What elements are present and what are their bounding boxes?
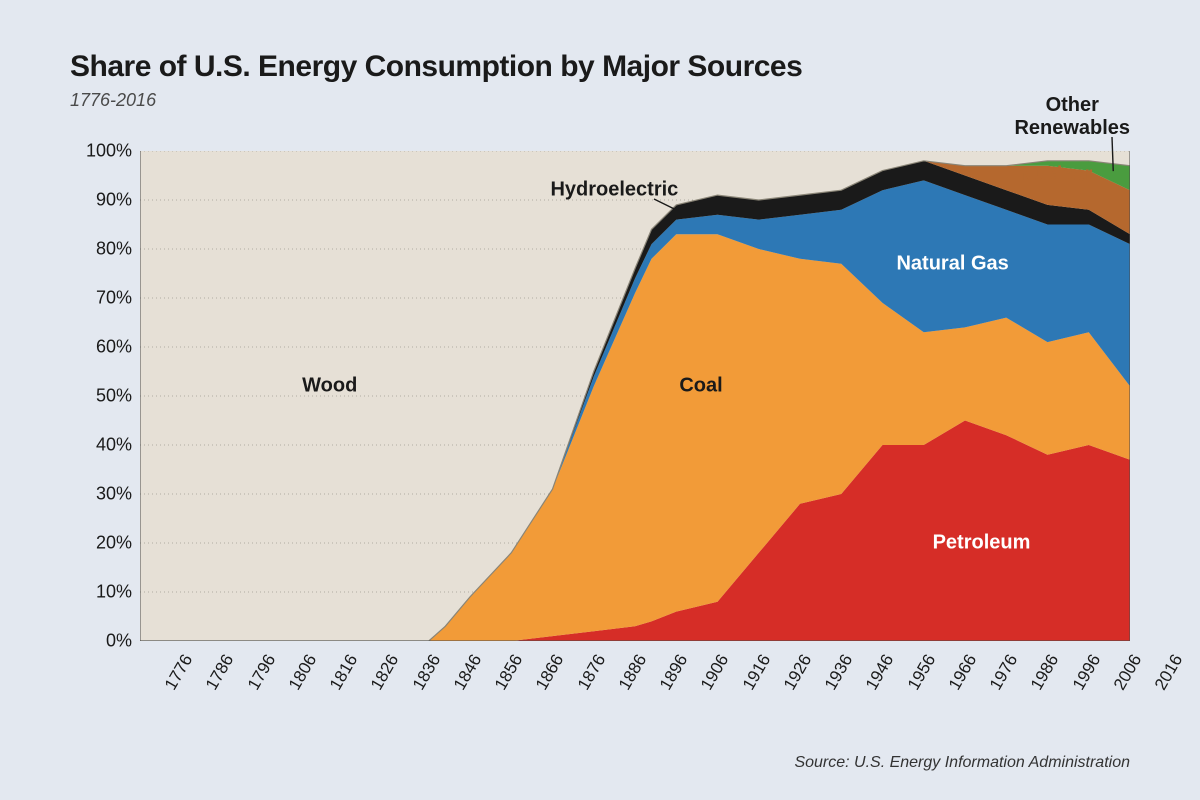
plot-area — [140, 151, 1130, 641]
x-tick-label: 1966 — [945, 651, 981, 694]
x-tick-label: 1776 — [161, 651, 197, 694]
x-tick-label: 1826 — [367, 651, 403, 694]
x-tick-label: 1896 — [656, 651, 692, 694]
x-tick-label: 1936 — [821, 651, 857, 694]
x-tick-label: 1906 — [697, 651, 733, 694]
x-tick-label: 2016 — [1151, 651, 1187, 694]
chart-title: Share of U.S. Energy Consumption by Majo… — [70, 50, 1130, 84]
y-tick-label: 90% — [70, 190, 132, 211]
x-tick-label: 1876 — [573, 651, 609, 694]
y-tick-label: 40% — [70, 435, 132, 456]
x-tick-label: 1816 — [326, 651, 362, 694]
y-tick-label: 10% — [70, 582, 132, 603]
y-tick-label: 20% — [70, 533, 132, 554]
x-tick-label: 1916 — [738, 651, 774, 694]
page: Share of U.S. Energy Consumption by Majo… — [0, 0, 1200, 800]
x-axis: 1776178617961806181618261836184618561866… — [140, 647, 1130, 717]
x-tick-label: 1946 — [862, 651, 898, 694]
y-tick-label: 70% — [70, 288, 132, 309]
chart-subtitle: 1776-2016 — [70, 90, 1130, 111]
y-axis: 0%10%20%30%40%50%60%70%80%90%100% — [70, 151, 140, 641]
y-tick-label: 30% — [70, 484, 132, 505]
x-tick-label: 1856 — [491, 651, 527, 694]
x-tick-label: 1846 — [450, 651, 486, 694]
x-tick-label: 1956 — [903, 651, 939, 694]
x-tick-label: 1866 — [532, 651, 568, 694]
x-tick-label: 1796 — [243, 651, 279, 694]
x-tick-label: 1926 — [780, 651, 816, 694]
x-tick-label: 1986 — [1027, 651, 1063, 694]
y-tick-label: 0% — [70, 631, 132, 652]
x-tick-label: 1786 — [202, 651, 238, 694]
x-tick-label: 1836 — [408, 651, 444, 694]
x-tick-label: 1976 — [986, 651, 1022, 694]
y-tick-label: 50% — [70, 386, 132, 407]
x-tick-label: 2006 — [1110, 651, 1146, 694]
x-tick-label: 1996 — [1068, 651, 1104, 694]
y-tick-label: 80% — [70, 239, 132, 260]
y-tick-label: 60% — [70, 337, 132, 358]
y-tick-label: 100% — [70, 141, 132, 162]
x-tick-label: 1806 — [285, 651, 321, 694]
x-tick-label: 1886 — [615, 651, 651, 694]
source-attribution: Source: U.S. Energy Information Administ… — [794, 754, 1130, 772]
